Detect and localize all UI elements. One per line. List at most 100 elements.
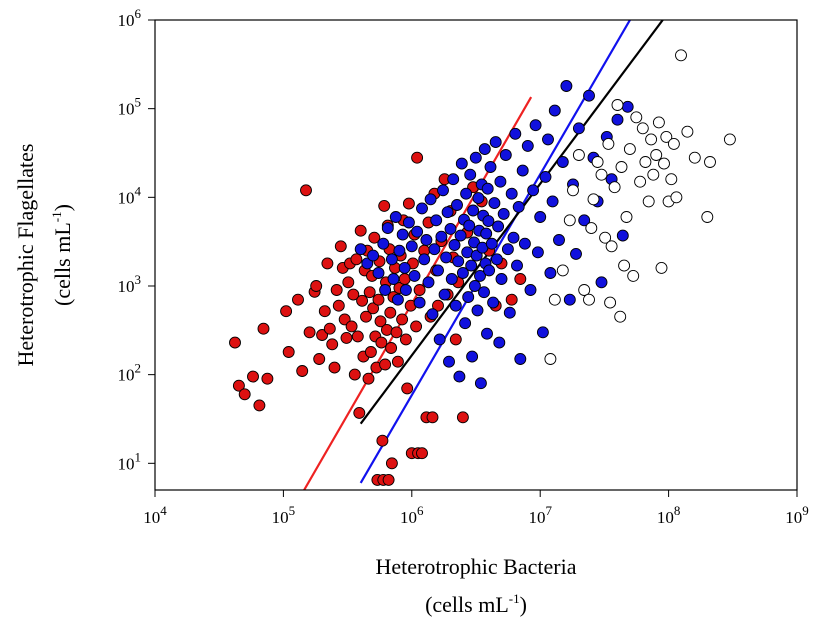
point-s2-14 xyxy=(604,296,617,309)
point-s1-27 xyxy=(430,214,443,227)
point-s1-82 xyxy=(490,253,503,266)
point-s1-0 xyxy=(354,243,367,256)
point-s1-35 xyxy=(443,355,455,368)
point-s0-6 xyxy=(261,372,274,385)
point-s0-54 xyxy=(375,336,388,349)
point-s1-54 xyxy=(465,259,478,272)
point-s1-73 xyxy=(481,327,493,340)
point-s1-69 xyxy=(478,286,490,299)
point-s1-79 xyxy=(487,296,500,309)
point-s1-117 xyxy=(572,122,585,135)
point-s1-95 xyxy=(512,200,525,213)
point-s1-51 xyxy=(462,291,475,304)
point-s0-0 xyxy=(229,336,241,349)
point-s1-37 xyxy=(445,273,458,285)
point-s0-47 xyxy=(368,231,381,244)
point-s0-27 xyxy=(340,331,353,344)
data-points xyxy=(229,49,736,486)
point-s1-4 xyxy=(377,237,390,250)
point-s2-22 xyxy=(623,143,636,156)
x-axis-title: Heterotrophic Bacteria xyxy=(376,554,577,579)
point-s1-65 xyxy=(474,377,487,390)
x-tick-base-4: 10 xyxy=(657,508,674,527)
point-s2-32 xyxy=(652,116,665,129)
point-s1-56 xyxy=(467,204,480,217)
point-s2-9 xyxy=(587,193,600,206)
point-s1-62 xyxy=(472,192,485,205)
point-s0-46 xyxy=(367,302,380,315)
point-s0-64 xyxy=(384,306,397,319)
point-s1-26 xyxy=(428,243,441,256)
point-s1-23 xyxy=(422,276,435,289)
point-s1-17 xyxy=(408,269,421,282)
y-axis-unit-text: (cells mL xyxy=(50,222,75,306)
point-s1-88 xyxy=(499,149,512,161)
point-s0-24 xyxy=(334,240,347,253)
point-s1-99 xyxy=(521,139,534,152)
point-s1-108 xyxy=(544,267,557,279)
point-s1-77 xyxy=(484,161,497,173)
point-s2-12 xyxy=(599,231,612,244)
point-s1-110 xyxy=(548,104,561,117)
point-s1-105 xyxy=(536,326,549,339)
x-tick-label-2: 106 xyxy=(400,503,424,527)
point-s1-91 xyxy=(505,187,518,200)
point-s1-101 xyxy=(527,184,540,197)
x-axis-unit-exponent: -1 xyxy=(509,591,520,606)
point-s2-2 xyxy=(556,264,569,277)
point-s1-98 xyxy=(518,237,531,250)
point-s2-23 xyxy=(627,269,640,282)
point-s1-22 xyxy=(420,234,433,246)
point-s2-18 xyxy=(614,310,627,323)
point-s1-46 xyxy=(456,267,469,279)
point-s0-3 xyxy=(247,370,259,383)
point-s1-93 xyxy=(509,127,522,140)
point-s1-102 xyxy=(529,119,542,132)
point-s2-19 xyxy=(615,161,628,173)
point-s1-28 xyxy=(432,264,444,277)
x-tick-exp-5: 9 xyxy=(802,503,809,518)
point-s1-87 xyxy=(497,207,510,220)
point-s1-32 xyxy=(438,288,451,301)
y-tick-label-5: 106 xyxy=(118,6,142,30)
point-s0-43 xyxy=(363,286,376,299)
point-s1-100 xyxy=(524,284,537,296)
point-s0-40 xyxy=(360,310,372,323)
point-s0-4 xyxy=(253,399,266,412)
point-s1-107 xyxy=(542,133,554,146)
point-s2-0 xyxy=(544,353,557,365)
point-s0-110 xyxy=(505,293,518,306)
point-s2-40 xyxy=(675,49,687,62)
point-s2-15 xyxy=(605,240,618,253)
point-s0-70 xyxy=(391,355,404,368)
point-s1-20 xyxy=(416,202,428,215)
x-tick-exp-1: 5 xyxy=(289,503,296,518)
point-s1-12 xyxy=(396,228,409,241)
point-s2-13 xyxy=(602,137,615,150)
point-s2-21 xyxy=(620,211,633,223)
point-s2-35 xyxy=(660,130,673,143)
point-s1-94 xyxy=(511,259,523,272)
point-s0-28 xyxy=(342,276,355,289)
point-s0-35 xyxy=(353,406,366,419)
point-s1-5 xyxy=(379,284,392,296)
point-s0-44 xyxy=(364,346,377,358)
y-tick-label-0: 101 xyxy=(118,449,142,473)
point-s1-16 xyxy=(405,240,418,253)
point-s2-44 xyxy=(704,156,716,168)
point-s0-8 xyxy=(282,346,295,358)
point-s2-31 xyxy=(650,149,663,161)
point-s1-3 xyxy=(372,267,385,279)
point-s2-25 xyxy=(634,175,647,188)
point-s2-11 xyxy=(595,168,608,181)
x-tick-base-1: 10 xyxy=(272,508,289,527)
point-s1-43 xyxy=(453,370,466,383)
point-s1-113 xyxy=(560,80,573,92)
point-s0-23 xyxy=(332,299,345,312)
point-s1-18 xyxy=(411,225,424,238)
point-s0-86 xyxy=(413,284,426,296)
point-s2-6 xyxy=(578,284,591,296)
point-s0-78 xyxy=(402,197,415,210)
point-s2-29 xyxy=(645,133,658,146)
point-s1-92 xyxy=(507,231,520,244)
